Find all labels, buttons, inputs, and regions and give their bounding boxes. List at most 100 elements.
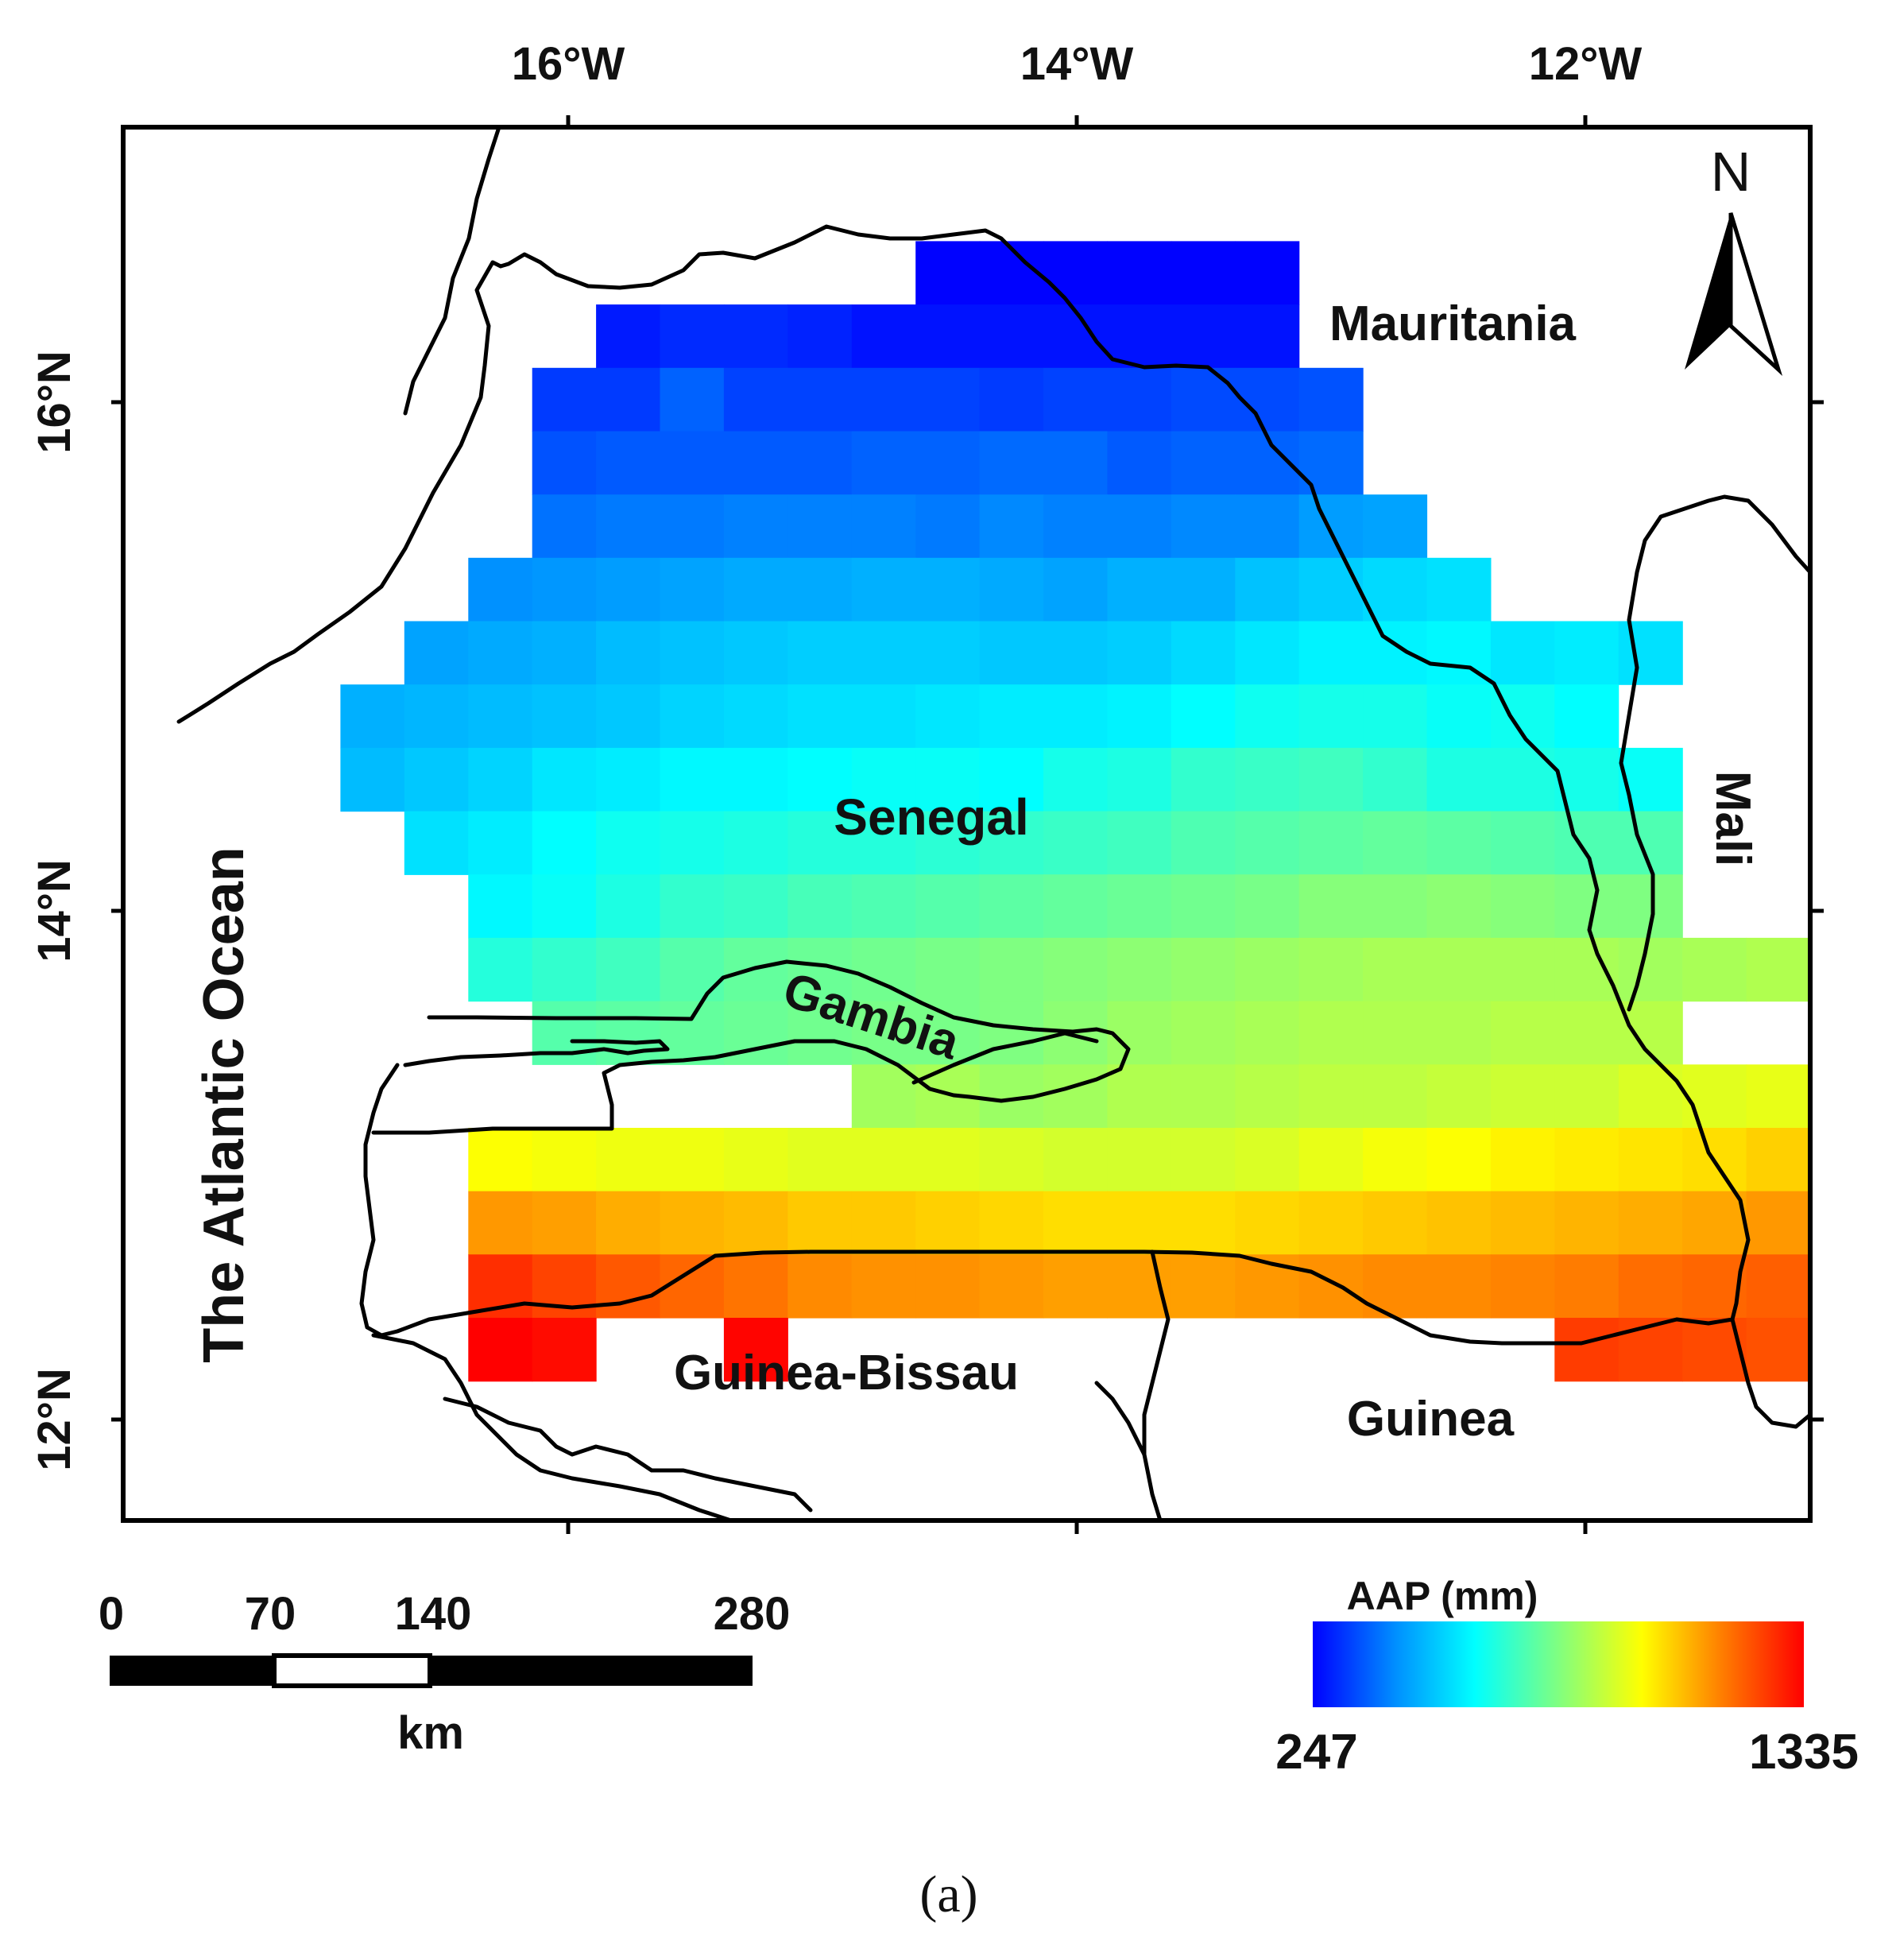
raster-cell <box>1426 557 1492 622</box>
raster-cell <box>596 684 661 749</box>
raster-cell <box>1043 431 1108 495</box>
raster-cell <box>404 684 469 749</box>
raster-cell <box>1618 1064 1683 1129</box>
raster-cell <box>851 811 916 875</box>
north-arrow-right-half <box>1728 212 1783 377</box>
raster-cell <box>1363 937 1428 1002</box>
scale-tick-0: 0 <box>99 1588 124 1640</box>
label-guinea-bissau: Guinea-Bissau <box>674 1346 1019 1400</box>
raster-cell <box>532 367 597 432</box>
raster-cell <box>1171 557 1236 622</box>
raster-cell <box>1363 1254 1428 1319</box>
raster-cell <box>723 494 788 559</box>
raster-cell <box>468 811 533 875</box>
raster-cell <box>1107 1128 1172 1192</box>
raster-cell <box>404 747 469 812</box>
raster-cell <box>1171 304 1236 369</box>
raster-cell <box>723 811 788 875</box>
raster-cell <box>851 1064 916 1129</box>
raster-cell <box>596 557 661 622</box>
raster-cell <box>851 367 916 432</box>
raster-cell <box>596 1001 661 1065</box>
raster-cell <box>1490 1191 1555 1255</box>
raster-cell <box>1363 811 1428 875</box>
raster-cell <box>1363 557 1428 622</box>
raster-cell <box>1554 811 1619 875</box>
raster-cell <box>660 1254 725 1319</box>
raster-cell <box>1298 431 1364 495</box>
raster-cell <box>723 874 788 939</box>
raster-cell <box>915 557 981 622</box>
raster-cell <box>1554 1191 1619 1255</box>
raster-cell <box>1171 431 1236 495</box>
raster-cell <box>1490 811 1555 875</box>
raster-cell <box>787 367 853 432</box>
raster-cell <box>851 937 916 1002</box>
raster-cell <box>979 431 1044 495</box>
raster-cell <box>723 1191 788 1255</box>
raster-cell <box>1107 1191 1172 1255</box>
raster-cell <box>1298 1254 1364 1319</box>
raster-cell <box>1298 1001 1364 1065</box>
map-frame <box>121 125 1813 1523</box>
raster-cell <box>1298 367 1364 432</box>
raster-cell <box>979 937 1044 1002</box>
raster-cell <box>979 874 1044 939</box>
raster-cell <box>1426 1128 1492 1192</box>
raster-cell <box>1107 241 1172 305</box>
north-arrow-label: N <box>1711 141 1751 203</box>
raster-cell <box>404 811 469 875</box>
raster-cell <box>1298 1064 1364 1129</box>
scale-bar-segment-2 <box>272 1653 432 1688</box>
raster-cell <box>1107 684 1172 749</box>
raster-cell <box>1810 1191 1875 1255</box>
raster-cell <box>1171 747 1236 812</box>
label-senegal: Senegal <box>834 788 1028 846</box>
raster-cell <box>1298 621 1364 685</box>
north-arrow: N <box>1685 141 1783 377</box>
raster-cell <box>660 367 725 432</box>
raster-cell <box>1554 684 1619 749</box>
raster-cell <box>596 747 661 812</box>
raster-cell <box>851 747 916 812</box>
senegal-border <box>176 224 1751 1346</box>
raster-cell <box>1618 621 1683 685</box>
raster-cell <box>1363 1064 1428 1129</box>
lat-tick-label-16n: 16°N <box>29 351 80 454</box>
raster-cell <box>532 431 597 495</box>
raster-cell <box>404 621 469 685</box>
raster-cell <box>1235 1001 1300 1065</box>
raster-cell <box>532 684 597 749</box>
raster-cell <box>1043 557 1108 622</box>
raster-cell <box>787 811 853 875</box>
raster-cell <box>532 1318 597 1382</box>
raster-cell <box>1682 937 1747 1002</box>
scale-unit: km <box>397 1707 464 1759</box>
lon-tick-label-12w: 12°W <box>1529 38 1643 90</box>
raster-cell <box>596 304 661 369</box>
raster-cell <box>1490 1064 1555 1129</box>
raster-cell <box>1235 937 1300 1002</box>
raster-cell <box>1298 937 1364 1002</box>
raster-cell <box>660 304 725 369</box>
raster-cell <box>1746 1191 1810 1255</box>
raster-cell <box>532 494 597 559</box>
raster-cell <box>660 1001 725 1065</box>
raster-cell <box>915 874 981 939</box>
raster-cell <box>1235 874 1300 939</box>
raster-cell <box>1746 1128 1810 1192</box>
raster-cell <box>723 1318 788 1382</box>
raster-cell <box>787 494 853 559</box>
raster-cell <box>1363 684 1428 749</box>
raster-cell <box>1107 1001 1172 1065</box>
raster-cell <box>1107 431 1172 495</box>
legend-title: AAP (mm) <box>1347 1574 1538 1618</box>
raster-cell <box>1618 937 1683 1002</box>
raster-cell <box>1235 621 1300 685</box>
raster-cell <box>596 1254 661 1319</box>
raster-cell <box>723 747 788 812</box>
raster-cell <box>1363 874 1428 939</box>
raster-cell <box>851 304 916 369</box>
raster-cell <box>1426 1001 1492 1065</box>
raster-cell <box>1554 937 1619 1002</box>
